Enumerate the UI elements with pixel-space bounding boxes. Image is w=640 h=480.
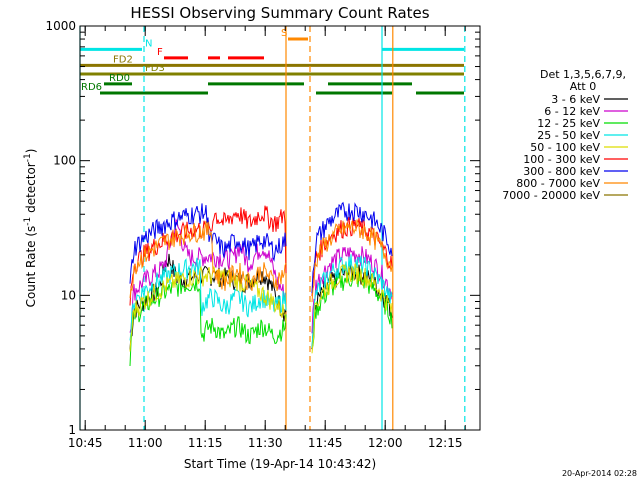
y-tick-label: 1000 (45, 19, 76, 33)
legend-label: 300 - 800 keV (523, 165, 600, 178)
x-axis: 10:45 11:00 11:15 11:30 11:45 12:00 12:15 (68, 26, 466, 450)
y-tick-label: 100 (53, 154, 76, 168)
flag-label-s: S (281, 28, 287, 39)
x-tick-label: 10:45 (68, 436, 103, 450)
y-axis-label: Count Rate (s-1 detector-1) (23, 149, 38, 308)
chart-title: HESSI Observing Summary Count Rates (130, 4, 429, 22)
legend-label: 50 - 100 keV (530, 141, 600, 154)
legend-label: 7000 - 20000 keV (502, 189, 600, 202)
footer-timestamp: 20-Apr-2014 02:28 (562, 469, 637, 478)
legend-label: 25 - 50 keV (537, 129, 600, 142)
series-line (129, 218, 286, 333)
legend-label: 3 - 6 keV (551, 93, 600, 106)
series-line (129, 265, 287, 352)
series-group (129, 201, 393, 367)
y-axis: 1 10 100 1000 (45, 19, 480, 437)
legend-label: 12 - 25 keV (537, 117, 600, 130)
flag-label-f: F (157, 47, 163, 58)
x-tick-label: 11:30 (248, 436, 283, 450)
x-axis-label: Start Time (19-Apr-14 10:43:42) (184, 457, 376, 471)
flag-label-rd6: RD6 (81, 82, 102, 93)
x-tick-label: 12:15 (428, 436, 463, 450)
series-line (129, 220, 287, 298)
plot-frame (79, 25, 481, 431)
flag-label-n: N (145, 38, 152, 49)
flag-label-fd2: FD2 (113, 54, 133, 65)
legend-label: 6 - 12 keV (544, 105, 600, 118)
x-tick-label: 11:15 (188, 436, 223, 450)
flag-label-fd3: FD3 (145, 63, 165, 74)
legend-header-1: Det 1,3,5,6,7,9, (540, 68, 626, 81)
series-line (311, 271, 393, 347)
legend-label: 800 - 7000 keV (516, 177, 600, 190)
series-line (311, 219, 393, 303)
series-line (129, 276, 287, 367)
legend-header-2: Att 0 (570, 80, 596, 93)
series-line (129, 257, 287, 341)
legend-label: 100 - 300 keV (523, 153, 600, 166)
flag-bars: NF S FD2 FD3 RD0 RD6 (80, 28, 464, 95)
series-line (311, 263, 393, 354)
x-tick-label: 11:00 (128, 436, 163, 450)
y-tick-label: 1 (68, 423, 76, 437)
y-tick-label: 10 (61, 288, 76, 302)
series-line (129, 203, 287, 284)
series-line (311, 201, 393, 294)
flag-label-rd0: RD0 (109, 73, 130, 84)
x-tick-label: 12:00 (368, 436, 403, 450)
x-tick-label: 11:45 (308, 436, 343, 450)
